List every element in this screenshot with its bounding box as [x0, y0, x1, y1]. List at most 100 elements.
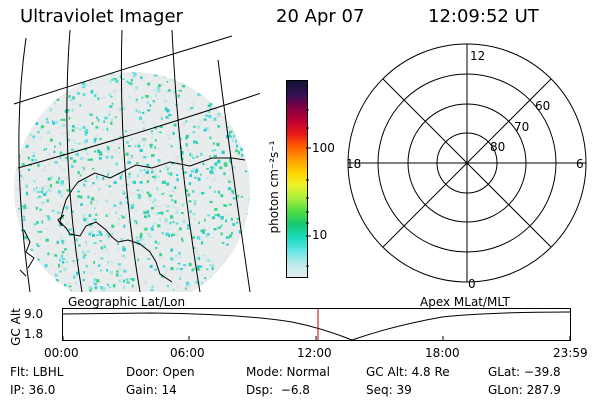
image-pixel — [95, 137, 98, 140]
image-pixel — [117, 263, 121, 266]
image-pixel — [146, 168, 150, 171]
image-pixel — [125, 196, 129, 199]
image-pixel — [149, 264, 153, 268]
image-pixel — [69, 287, 72, 289]
image-pixel — [25, 184, 28, 188]
image-pixel — [157, 86, 160, 90]
image-pixel — [50, 74, 53, 78]
image-pixel — [163, 166, 167, 169]
colorbar — [286, 80, 308, 278]
image-pixel — [228, 131, 231, 135]
image-pixel — [154, 240, 157, 244]
image-pixel — [215, 108, 218, 112]
image-pixel — [157, 242, 160, 245]
image-pixel — [143, 169, 145, 171]
image-pixel — [34, 158, 37, 162]
image-pixel — [219, 290, 222, 292]
image-pixel — [59, 131, 62, 133]
image-pixel — [65, 157, 69, 160]
image-pixel — [96, 133, 99, 136]
image-pixel — [144, 227, 148, 231]
image-pixel — [23, 230, 28, 233]
image-pixel — [167, 168, 169, 171]
altitude-xtick-00: 00:00 — [44, 346, 79, 360]
image-pixel — [173, 192, 176, 195]
image-pixel — [157, 160, 160, 164]
image-pixel — [119, 201, 122, 205]
image-pixel — [164, 99, 167, 103]
image-pixel — [248, 79, 250, 82]
image-pixel — [172, 131, 175, 135]
image-pixel — [107, 170, 111, 174]
info-gain: Gain: 14 — [126, 383, 177, 397]
image-pixel — [116, 270, 119, 273]
image-pixel — [167, 234, 170, 238]
image-pixel — [110, 121, 113, 125]
image-pixel — [249, 259, 250, 263]
image-pixel — [239, 93, 242, 97]
image-pixel — [249, 257, 250, 261]
image-pixel — [223, 162, 228, 166]
image-pixel — [186, 119, 189, 122]
image-pixel — [23, 205, 27, 210]
image-pixel — [71, 125, 75, 128]
image-pixel — [163, 180, 166, 184]
image-pixel — [118, 143, 122, 146]
info-glon: GLon: 287.9 — [488, 383, 561, 397]
image-pixel — [141, 96, 144, 99]
image-pixel — [193, 218, 197, 222]
image-pixel — [185, 120, 188, 123]
image-pixel — [154, 204, 157, 208]
image-pixel — [199, 265, 203, 268]
image-pixel — [166, 210, 169, 212]
image-pixel — [213, 176, 217, 180]
image-pixel — [73, 275, 76, 279]
image-pixel — [34, 90, 38, 93]
image-pixel — [109, 105, 113, 108]
image-pixel — [45, 147, 48, 150]
image-pixel — [230, 94, 233, 97]
image-pixel — [68, 95, 71, 98]
image-pixel — [171, 190, 174, 193]
image-pixel — [209, 75, 212, 78]
image-pixel — [26, 144, 29, 148]
image-pixel — [85, 176, 89, 179]
image-pixel — [204, 255, 207, 259]
image-pixel — [75, 238, 78, 242]
image-pixel — [128, 172, 131, 176]
image-pixel — [117, 243, 119, 245]
image-pixel — [163, 241, 166, 244]
image-pixel — [207, 101, 211, 105]
image-pixel — [18, 246, 20, 250]
image-pixel — [66, 131, 70, 133]
image-pixel — [187, 223, 191, 227]
image-pixel — [93, 150, 96, 153]
image-pixel — [96, 91, 99, 95]
image-pixel — [198, 256, 201, 261]
image-pixel — [175, 206, 178, 210]
image-pixel — [93, 280, 96, 284]
image-pixel — [192, 190, 195, 193]
image-pixel — [86, 179, 90, 182]
image-pixel — [143, 211, 147, 215]
image-pixel — [94, 281, 98, 285]
image-pixel — [237, 108, 240, 112]
image-pixel — [241, 76, 244, 79]
image-pixel — [38, 195, 42, 198]
image-pixel — [53, 150, 56, 154]
colorbar-tick-100: 100 — [312, 141, 335, 155]
image-pixel — [153, 89, 157, 92]
image-pixel — [231, 120, 234, 123]
image-pixel — [197, 125, 201, 129]
image-pixel — [230, 262, 233, 265]
image-pixel — [122, 192, 126, 195]
image-pixel — [33, 188, 35, 192]
image-pixel — [199, 75, 202, 78]
image-pixel — [148, 235, 152, 238]
image-pixel — [242, 78, 245, 82]
image-pixel — [63, 267, 67, 271]
image-pixel — [172, 221, 175, 223]
image-pixel — [75, 153, 78, 156]
image-pixel — [77, 259, 80, 262]
image-pixel — [79, 127, 82, 131]
